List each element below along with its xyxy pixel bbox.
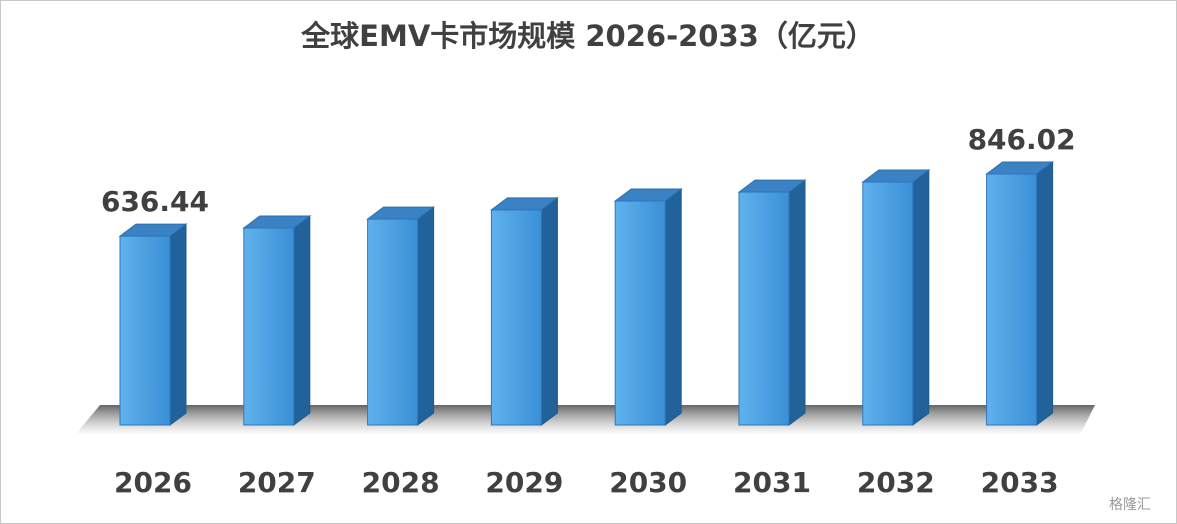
bar <box>243 227 295 426</box>
bar <box>614 200 666 426</box>
x-tick-label: 2028 <box>362 466 440 499</box>
bar <box>367 218 419 426</box>
x-tick-label: 2031 <box>733 466 811 499</box>
bar-side <box>664 188 682 426</box>
bar <box>119 235 171 426</box>
data-label: 636.44 <box>101 185 209 218</box>
bar-side <box>540 196 558 426</box>
x-tick-label: 2029 <box>485 466 563 499</box>
watermark: 格隆汇 <box>1109 497 1151 513</box>
bar <box>738 191 790 426</box>
bar-side <box>1036 161 1054 426</box>
bar-side <box>293 215 311 426</box>
chart-title: 全球EMV卡市场规模 2026-2033（亿元） <box>300 19 875 53</box>
data-label: 846.02 <box>968 123 1076 156</box>
bar-side <box>417 206 435 426</box>
bar <box>986 173 1038 426</box>
x-tick-label: 2030 <box>609 466 687 499</box>
bar-side <box>169 223 187 426</box>
x-tick-label: 2026 <box>114 466 192 499</box>
bar-side <box>912 169 930 426</box>
x-tick-label: 2027 <box>238 466 316 499</box>
x-tick-label: 2032 <box>857 466 935 499</box>
bar-side <box>788 179 806 426</box>
bar <box>862 181 914 426</box>
floor-shadow <box>75 405 1095 435</box>
x-tick-label: 2033 <box>981 466 1059 499</box>
bar <box>490 209 542 426</box>
